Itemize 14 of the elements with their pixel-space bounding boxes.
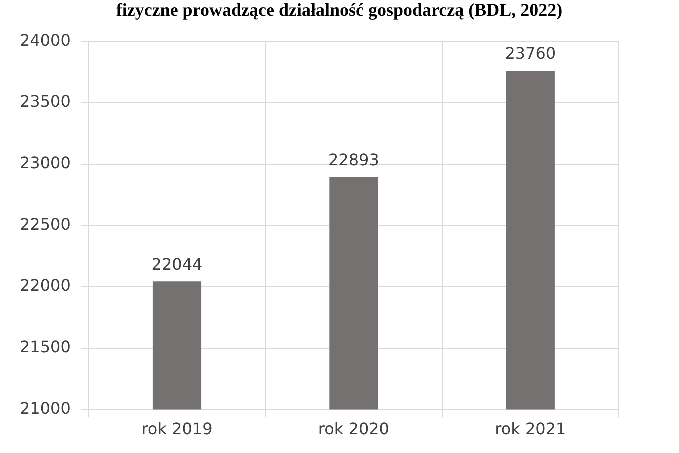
data-label: 22044	[152, 254, 203, 274]
chart-title: fizyczne prowadzące działalność gospodarczą (BDL, 2022)	[115, 0, 564, 21]
y-tick-label: 24000	[20, 30, 71, 50]
y-tick-label: 22500	[20, 214, 71, 234]
y-tick-label: 22000	[20, 276, 71, 296]
y-tick-label: 21500	[20, 338, 71, 357]
x-tick-label: rok 2019	[142, 420, 213, 439]
data-label: 23760	[505, 44, 556, 64]
y-tick-label: 23000	[20, 153, 71, 172]
x-tick-label: rok 2020	[318, 420, 390, 439]
x-tick-label: rok 2021	[495, 420, 566, 439]
y-tick-label: 21000	[20, 398, 71, 418]
data-label: 22893	[328, 150, 380, 170]
y-tick-label: 23500	[20, 92, 71, 112]
